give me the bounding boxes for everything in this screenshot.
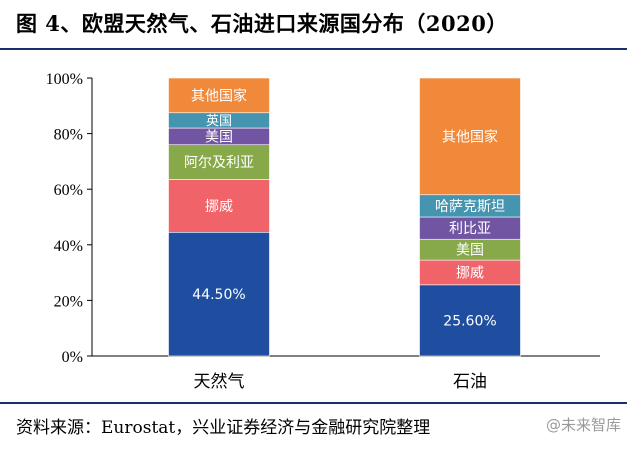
data-label: 哈萨克斯坦 (435, 199, 505, 215)
data-label: 英国 (206, 114, 232, 129)
title-divider (0, 48, 627, 50)
bar-segment (168, 77, 270, 114)
y-tick-label: 20% (54, 293, 83, 310)
source-note: 资料来源：Eurostat，兴业证券经济与金融研究院整理 (16, 418, 431, 438)
bar-segment (168, 144, 270, 180)
data-label: 44.50% (192, 287, 245, 303)
data-label: 美国 (456, 243, 484, 259)
data-label: 利比亚 (449, 221, 491, 237)
bar-segment (419, 259, 521, 286)
y-tick-label: 100% (46, 71, 83, 88)
y-axis: 0% 20% 40% 60% 80% 100% (46, 71, 93, 366)
data-label: 其他国家 (442, 128, 498, 145)
data-label: 美国 (205, 129, 233, 145)
y-tick-label: 0% (62, 349, 83, 366)
source-divider (0, 402, 627, 404)
watermark: @未来智库 (545, 416, 621, 434)
y-tick-label: 60% (54, 182, 83, 199)
data-label: 其他国家 (191, 87, 247, 104)
data-label: 阿尔及利亚 (184, 155, 254, 171)
data-label: 挪威 (205, 199, 233, 215)
bars: 44.50%挪威阿尔及利亚美国英国其他国家25.60%挪威美国利比亚哈萨克斯坦其… (168, 77, 521, 357)
data-label: 25.60% (443, 313, 496, 329)
bar-segment (168, 231, 270, 357)
bar-segment (168, 179, 270, 233)
chart-title: 图 4、欧盟天然气、石油进口来源国分布（2020） (16, 11, 508, 36)
bar-segment (419, 77, 521, 196)
x-tick-label: 天然气 (194, 372, 245, 392)
data-label: 挪威 (456, 266, 484, 282)
bar-segment (419, 284, 521, 357)
y-tick-label: 80% (54, 127, 83, 144)
x-tick-label: 石油 (453, 372, 487, 392)
y-tick-label: 40% (54, 238, 83, 255)
x-axis: 天然气 石油 (92, 355, 600, 392)
